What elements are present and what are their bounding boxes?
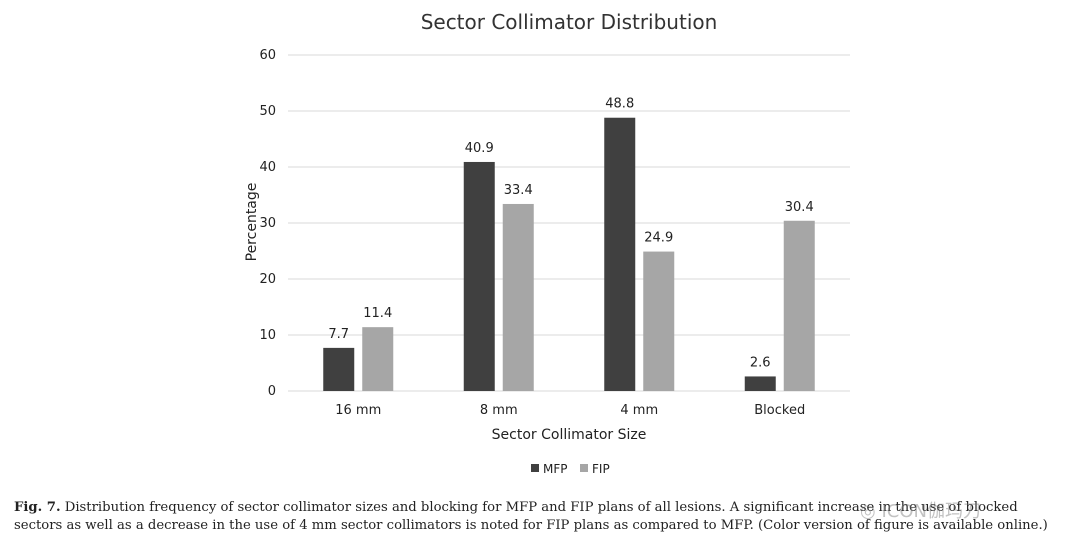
y-tick-label: 10 [259, 328, 276, 343]
legend-label: FIP [592, 462, 610, 476]
data-labels: 7.7 11.4 40.9 33.4 48.8 24.9 2.6 30.4 [328, 97, 813, 371]
bar-mfp [604, 117, 636, 391]
legend-swatch-mfp [531, 464, 539, 472]
chart: Sector Collimator Distribution 0 10 20 30 40… [244, 10, 850, 476]
data-label: 24.9 [644, 231, 673, 246]
chart-title: Sector Collimator Distribution [421, 10, 718, 34]
x-tick-label: 8 mm [480, 403, 518, 418]
data-label: 40.9 [465, 141, 494, 156]
data-label: 2.6 [750, 355, 771, 370]
bar-fip [783, 220, 815, 391]
y-tick-label: 40 [259, 160, 276, 175]
data-label: 7.7 [328, 327, 349, 342]
bar-fip [643, 251, 675, 391]
bar-fip [362, 327, 394, 391]
figure-caption: Fig. 7. Distribution frequency of sector… [14, 499, 1070, 535]
y-tick-label: 20 [259, 272, 276, 287]
data-label: 11.4 [363, 306, 392, 321]
bar-mfp [323, 347, 355, 391]
bar-mfp [744, 376, 776, 391]
x-tick-label: Blocked [754, 403, 805, 418]
bar-fip [502, 203, 534, 391]
y-axis-label: Percentage [244, 183, 260, 262]
x-axis-ticks: 16 mm 8 mm 4 mm Blocked [335, 403, 805, 418]
x-tick-label: 16 mm [335, 403, 381, 418]
y-tick-label: 30 [259, 216, 276, 231]
legend-swatch-fip [580, 464, 588, 472]
x-axis-label: Sector Collimator Size [492, 427, 647, 443]
y-axis-ticks: 0 10 20 30 40 50 60 [259, 48, 276, 399]
caption-text: Distribution frequency of sector collima… [14, 500, 1048, 533]
data-label: 48.8 [605, 97, 634, 112]
y-tick-label: 0 [268, 384, 276, 399]
data-label: 30.4 [785, 200, 814, 215]
legend-label: MFP [543, 462, 568, 476]
y-tick-label: 60 [259, 48, 276, 63]
y-tick-label: 50 [259, 104, 276, 119]
legend: MFP FIP [531, 462, 610, 476]
data-label: 33.4 [504, 183, 533, 198]
caption-label: Fig. 7. [14, 500, 61, 515]
x-tick-label: 4 mm [620, 403, 658, 418]
bar-mfp [463, 161, 495, 391]
bars [323, 117, 815, 391]
